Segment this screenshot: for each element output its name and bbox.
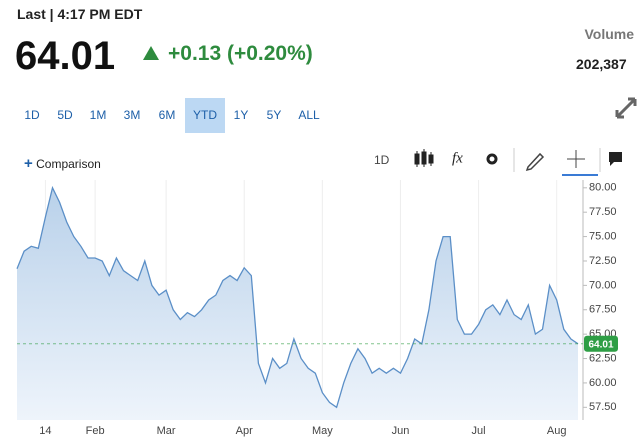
toolbar-icons: fx (414, 148, 622, 176)
range-button[interactable]: 1Y (233, 108, 249, 122)
x-tick-label: Jul (472, 425, 486, 437)
x-tick-label: 14 (39, 425, 51, 437)
y-tick-label: 77.50 (589, 206, 617, 218)
y-tick-label: 80.00 (589, 182, 617, 194)
range-button[interactable]: YTD (185, 98, 225, 133)
x-tick-label: Feb (86, 425, 105, 437)
y-tick-label: 62.50 (589, 352, 617, 364)
current-price-label: 64.01 (588, 339, 613, 350)
status: Last | 4:17 PM EDT (17, 6, 143, 22)
y-tick-label: 70.00 (589, 279, 617, 291)
y-tick-label: 75.00 (589, 230, 617, 242)
range-button[interactable]: 3M (123, 108, 141, 122)
function-icon[interactable]: fx (452, 150, 463, 166)
range-button[interactable]: 1M (89, 108, 107, 122)
range-button[interactable]: 5Y (266, 108, 282, 122)
range-button[interactable]: 1D (24, 108, 40, 122)
volume: 202,387 (576, 56, 627, 72)
range-button[interactable]: ALL (298, 108, 320, 122)
price-line (16, 185, 579, 409)
expand-icon[interactable] (614, 96, 638, 120)
x-tick-label: Apr (236, 425, 253, 437)
range-button[interactable]: 6M (158, 108, 176, 122)
comparison-button[interactable]: + Comparison (24, 155, 101, 172)
y-tick-label: 72.50 (589, 255, 617, 267)
change: +0.13 (+0.20%) (168, 42, 313, 65)
price: 64.01 (15, 34, 116, 78)
x-tick-label: Aug (547, 425, 567, 437)
area (17, 187, 578, 420)
y-tick-label: 57.50 (589, 401, 617, 413)
x-tick-label: Jun (392, 425, 410, 437)
up-arrow (143, 46, 159, 60)
chart: 14 Feb Mar Apr May Jun Jul Aug 80.00 77.50 75.00 72… (16, 180, 618, 437)
volume-label: Volume (584, 26, 634, 42)
interval-button[interactable]: 1D (374, 153, 390, 167)
y-tick-label: 60.00 (589, 377, 617, 389)
range-button[interactable]: 5D (57, 108, 73, 122)
comparison-label: Comparison (36, 157, 101, 171)
x-tick-label: Mar (157, 425, 176, 437)
x-tick-label: May (312, 425, 333, 437)
y-tick-label: 67.50 (589, 304, 617, 316)
current-price-box (584, 335, 618, 352)
